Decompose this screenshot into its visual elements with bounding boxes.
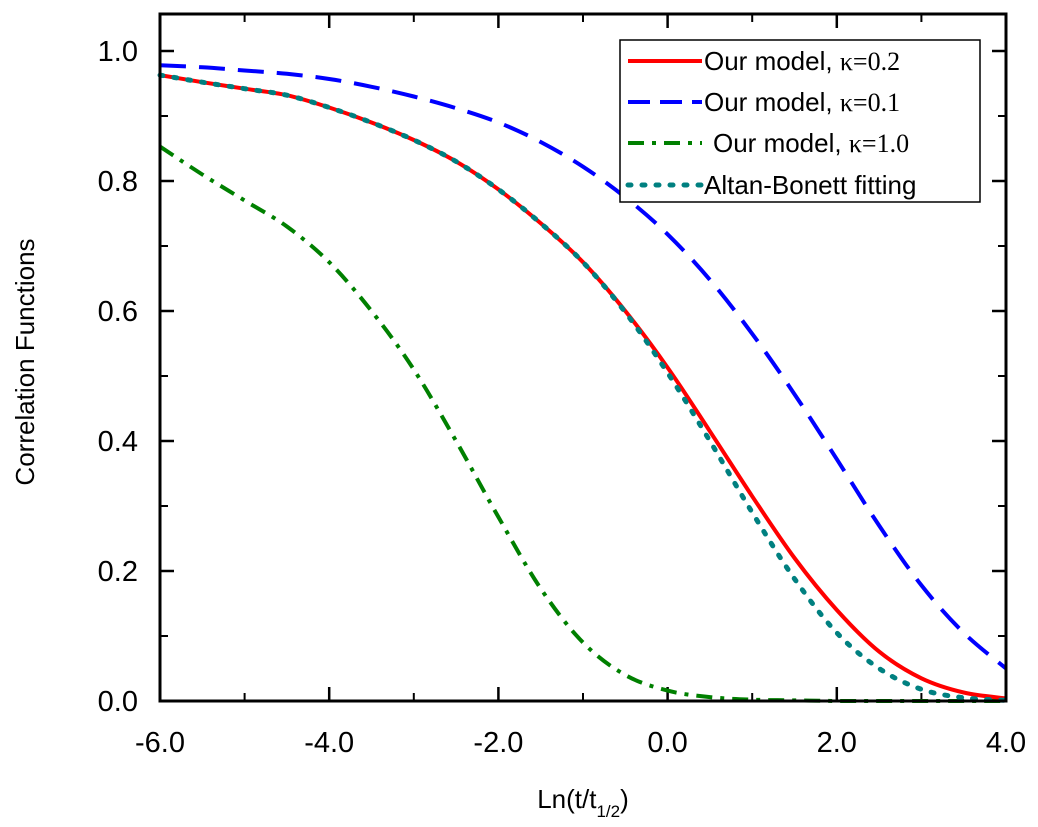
x-tick-label: 4.0 <box>986 727 1026 759</box>
legend-label-kappa: κ=0.2 <box>840 47 900 76</box>
y-tick-label: 1.0 <box>98 36 138 68</box>
legend-box <box>619 39 981 203</box>
x-tick-label: 2.0 <box>817 727 857 759</box>
y-tick-label: 0.2 <box>98 556 138 588</box>
y-tick-label: 0.0 <box>98 686 138 718</box>
legend-label-kappa: κ=1.0 <box>849 129 909 158</box>
plot-frame <box>158 12 1008 703</box>
legend-label: Our model, κ=0.2 <box>704 46 900 76</box>
series-line-0 <box>159 73 1007 701</box>
legend-label-text: Our model, <box>713 128 849 158</box>
series-lines <box>157 63 1009 704</box>
series-line-2 <box>158 144 1006 704</box>
x-axis-title-subscript: 1/2 <box>596 802 620 821</box>
legend-label: Our model, κ=0.1 <box>704 87 900 117</box>
legend-label-text: Our model, <box>704 46 840 76</box>
y-tick-label: 0.8 <box>98 166 138 198</box>
legend-label: Altan-Bonett fitting <box>704 170 916 200</box>
x-tick-label: -2.0 <box>473 727 523 759</box>
tick-labels: -6.0 -4.0 -2.0 0.0 2.0 4.0 0.0 0.2 0.4 0.6 0.8 1.0 <box>98 36 1026 759</box>
legend-label: Our model, κ=1.0 <box>713 128 909 158</box>
x-tick-label: 0.0 <box>647 727 687 759</box>
legend-label-kappa: κ=0.1 <box>840 88 900 117</box>
x-tick-label: -4.0 <box>304 727 354 759</box>
series-line-3 <box>157 72 1009 703</box>
x-axis-title-main: Ln(t/t <box>537 784 597 814</box>
y-tick-label: 0.6 <box>98 296 138 328</box>
x-tick-label: -6.0 <box>135 727 185 759</box>
y-axis-title: Correlation Functions <box>10 238 40 485</box>
x-axis-title-close: ) <box>620 784 629 814</box>
legend-label-text: Altan-Bonett fitting <box>704 170 916 200</box>
x-axis-title: Ln(t/t1/2) <box>537 784 629 821</box>
series-line-1 <box>159 63 1008 671</box>
y-tick-label: 0.4 <box>98 426 138 458</box>
legend-label-text: Our model, <box>704 87 840 117</box>
